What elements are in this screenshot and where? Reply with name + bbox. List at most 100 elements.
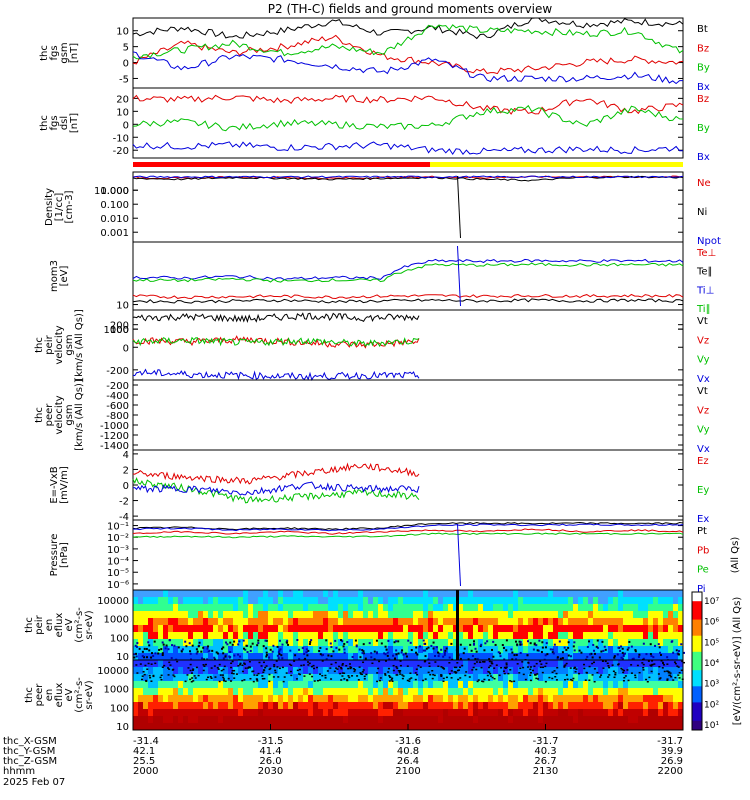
heatmap-cell (263, 674, 269, 682)
x-tick-label: 26.7 (534, 756, 556, 767)
heatmap-noise (210, 677, 213, 679)
series-line-2-2 (132, 175, 684, 179)
heatmap-cell (508, 618, 514, 626)
heatmap-noise (301, 647, 304, 650)
heatmap-cell (678, 660, 684, 668)
x-tick-label: 40.3 (534, 746, 556, 757)
heatmap-cell (588, 660, 594, 668)
heatmap-cell (583, 646, 589, 654)
heatmap-cell (458, 716, 464, 724)
heatmap-cell (423, 639, 429, 647)
heatmap-cell (138, 667, 144, 675)
heatmap-cell (398, 681, 404, 689)
heatmap-cell (133, 716, 139, 724)
heatmap-noise (489, 672, 492, 675)
heatmap-noise (471, 669, 474, 671)
legend-label: Pt (697, 526, 707, 537)
heatmap-cell (578, 618, 584, 626)
heatmap-cell (583, 660, 589, 668)
heatmap-cell (318, 660, 324, 668)
heatmap-cell (608, 716, 614, 724)
heatmap-cell (358, 695, 364, 703)
heatmap-cell (593, 695, 599, 703)
heatmap-cell (138, 723, 144, 731)
colorbar-segment (692, 679, 702, 683)
heatmap-cell (153, 667, 159, 675)
heatmap-cell (553, 646, 559, 654)
heatmap-cell (423, 674, 429, 682)
heatmap-cell (373, 674, 379, 682)
heatmap-cell (678, 702, 684, 710)
heatmap-noise (359, 673, 362, 675)
heatmap-noise (222, 676, 225, 679)
heatmap-noise (570, 655, 573, 658)
heatmap-noise (404, 652, 407, 655)
heatmap-cell (223, 688, 229, 696)
heatmap-noise (274, 669, 277, 672)
heatmap-cell (443, 660, 449, 668)
heatmap-noise (330, 655, 333, 658)
y-tick-label: -5 (119, 74, 129, 85)
heatmap-cell (553, 702, 559, 710)
heatmap-cell (198, 646, 204, 654)
heatmap-noise (541, 671, 544, 674)
heatmap-cell (313, 611, 319, 619)
x-row-name: thc_Y-GSM (3, 746, 55, 757)
heatmap-cell (288, 632, 294, 640)
heatmap-cell (633, 590, 639, 598)
heatmap-cell (333, 625, 339, 633)
heatmap-cell (173, 604, 179, 612)
heatmap-cell (138, 618, 144, 626)
heatmap-cell (408, 646, 414, 654)
y-axis-label-line: mom3 (49, 260, 60, 292)
heatmap-cell (153, 674, 159, 682)
heatmap-cell (533, 681, 539, 689)
heatmap-cell (188, 632, 194, 640)
heatmap-cell (493, 597, 499, 605)
series-line-4-0 (132, 312, 420, 323)
heatmap-noise (192, 669, 195, 671)
heatmap-cell (428, 667, 434, 675)
heatmap-cell (473, 590, 479, 598)
heatmap-cell (143, 674, 149, 682)
heatmap-noise (405, 655, 408, 658)
heatmap-cell (368, 632, 374, 640)
heatmap-cell (513, 604, 519, 612)
heatmap-cell (583, 597, 589, 605)
heatmap-noise (225, 641, 228, 644)
heatmap-cell (393, 716, 399, 724)
heatmap-cell (288, 639, 294, 647)
heatmap-cell (308, 674, 314, 682)
heatmap-cell (543, 611, 549, 619)
heatmap-cell (183, 611, 189, 619)
heatmap-noise (141, 675, 144, 677)
heatmap-cell (633, 695, 639, 703)
heatmap-noise (299, 673, 302, 676)
heatmap-noise (265, 647, 268, 650)
heatmap-cell (178, 674, 184, 682)
panel-pressure: Pressure [nPa]10⁻¹10⁻²10⁻³10⁻⁴10⁻⁵10⁻⁶PtP… (49, 519, 741, 595)
heatmap-cell (403, 597, 409, 605)
heatmap-cell (153, 688, 159, 696)
heatmap-cell (343, 716, 349, 724)
heatmap-cell (133, 632, 139, 640)
heatmap-cell (478, 674, 484, 682)
heatmap-cell (618, 611, 624, 619)
heatmap-cell (593, 625, 599, 633)
panel-peer-velocity: thc peer velocity gsm [km/s (All Qs)] -200-40… (34, 379, 710, 455)
heatmap-cell (298, 674, 304, 682)
y-tick-label: 10 (116, 722, 129, 733)
series-line-7-3 (132, 523, 684, 532)
heatmap-cell (203, 632, 209, 640)
heatmap-cell (133, 590, 139, 598)
heatmap-cell (668, 709, 674, 717)
heatmap-cell (143, 590, 149, 598)
heatmap-cell (213, 597, 219, 605)
heatmap-cell (223, 723, 229, 731)
heatmap-cell (173, 667, 179, 675)
heatmap-cell (308, 590, 314, 598)
heatmap-cell (623, 625, 629, 633)
heatmap-noise (362, 669, 365, 671)
heatmap-cell (578, 639, 584, 647)
heatmap-cell (428, 646, 434, 654)
